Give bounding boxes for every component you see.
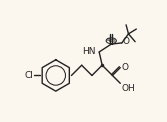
Text: OH: OH — [121, 84, 135, 93]
Text: HN: HN — [82, 47, 96, 56]
Text: O: O — [121, 63, 128, 72]
Text: Abs: Abs — [106, 38, 117, 43]
Text: O: O — [122, 37, 129, 46]
Text: Cl: Cl — [25, 71, 34, 80]
